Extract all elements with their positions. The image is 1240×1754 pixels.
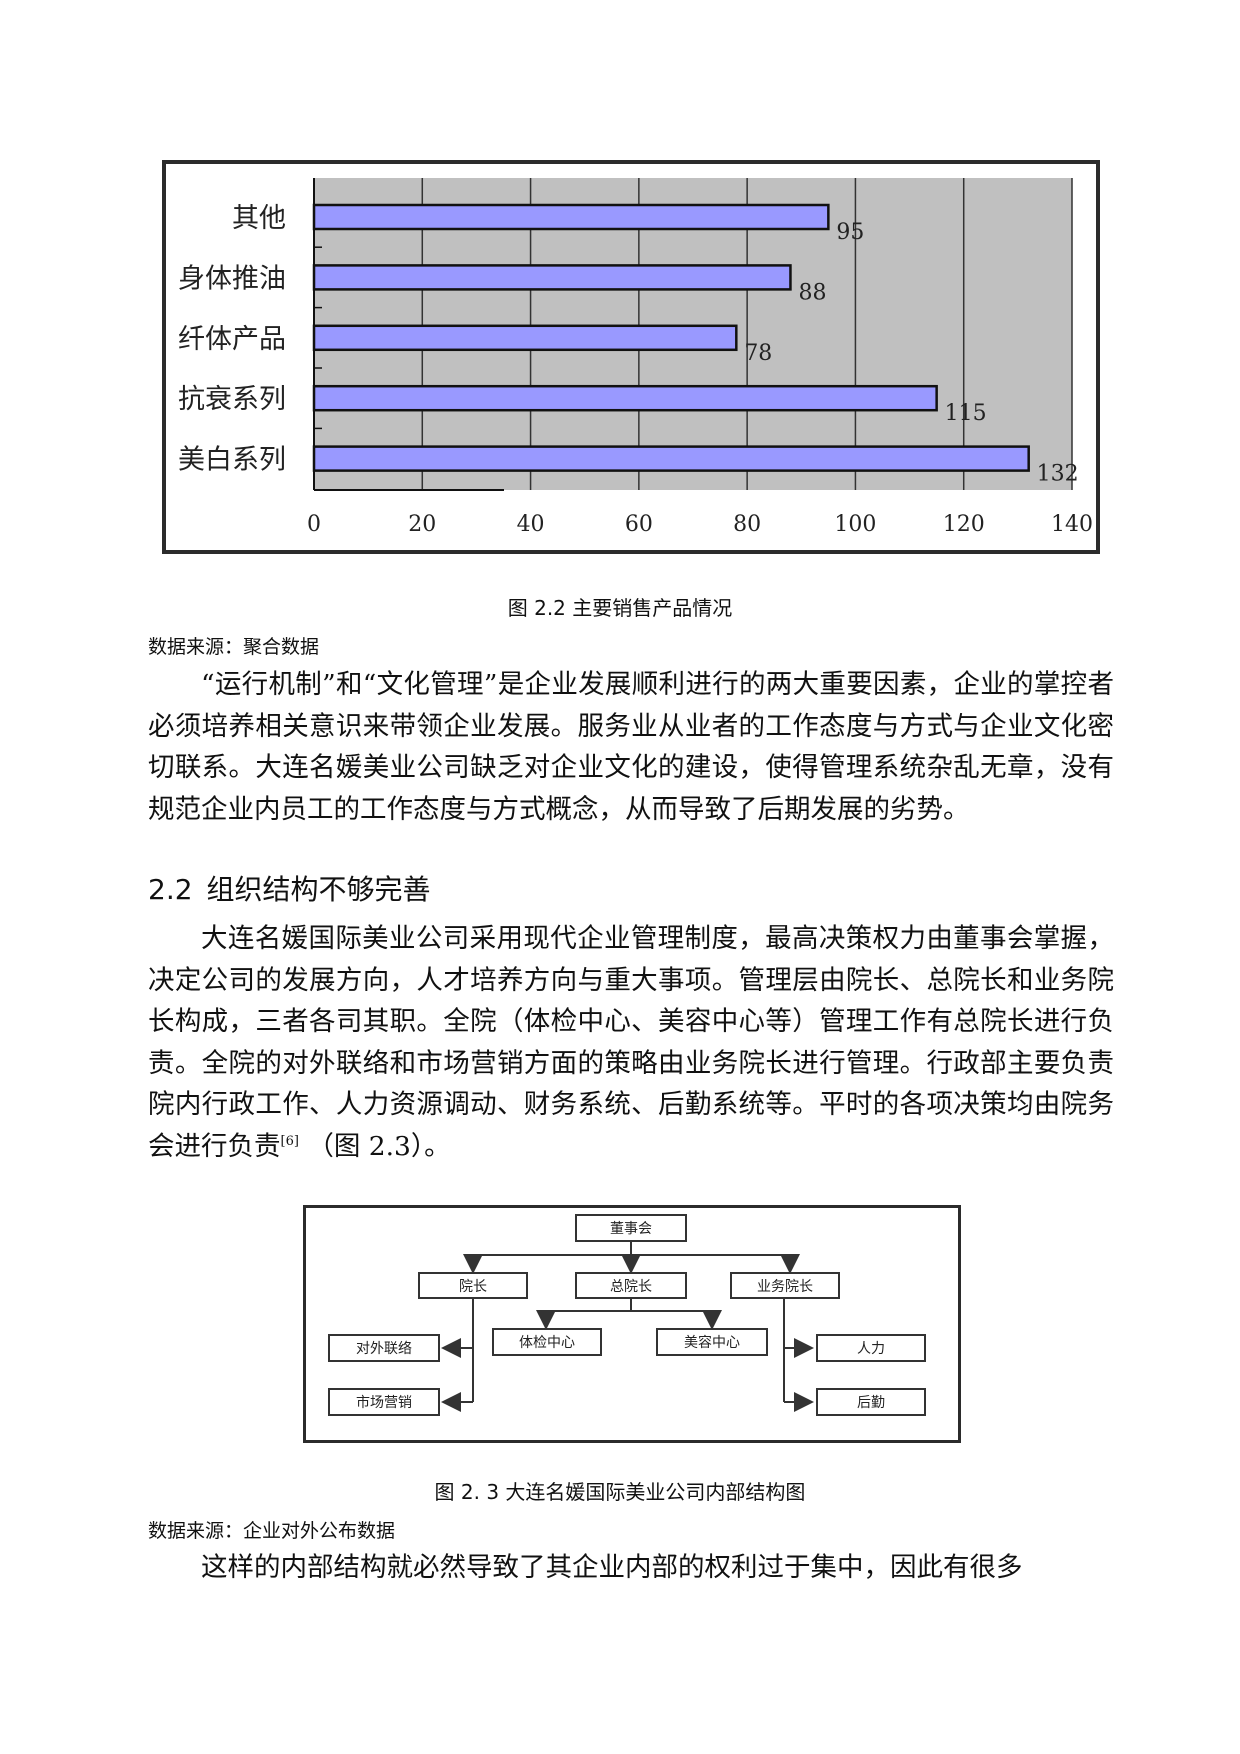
org-node-beauty-center: 美容中心 [656, 1328, 768, 1356]
category-label: 美白系列 [178, 445, 286, 476]
org-chart: 董事会 院长 总院长 业务院长 对外联络 市场营销 体检中心 美容中心 人力 后… [303, 1205, 961, 1443]
org-node-general-president: 总院长 [575, 1272, 687, 1299]
section-title: 组织结构不够完善 [206, 873, 431, 906]
org-chart-connectors [441, 1242, 814, 1412]
org-node-business-president: 业务院长 [730, 1272, 840, 1299]
org-node-health-check-center: 体检中心 [492, 1328, 602, 1356]
bar [312, 324, 738, 352]
figure-2-3-caption: 图 2. 3 大连名媛国际美业公司内部结构图 [434, 1480, 806, 1504]
org-node-marketing: 市场营销 [328, 1388, 440, 1416]
paragraph-2: 大连名媛国际美业公司采用现代企业管理制度，最高决策权力由董事会掌握，决定公司的发… [148, 918, 1114, 1167]
paragraph-3: 这样的内部结构就必然导致了其企业内部的权利过于集中，因此有很多 [201, 1552, 1023, 1583]
value-label: 95 [836, 220, 864, 245]
x-tick-label: 60 [625, 512, 653, 537]
figure-2-2-caption: 图 2.2 主要销售产品情况 [507, 596, 733, 620]
org-node-human-resources: 人力 [816, 1334, 926, 1362]
x-tick-label: 40 [517, 512, 545, 537]
x-tick-label: 140 [1051, 512, 1093, 537]
paragraph-2-text: 大连名媛国际美业公司采用现代企业管理制度，最高决策权力由董事会掌握，决定公司的发… [148, 923, 1114, 1162]
figure-2-2-source: 数据来源：聚合数据 [148, 636, 320, 658]
x-tick-label: 80 [733, 512, 761, 537]
org-node-external-relations: 对外联络 [328, 1334, 440, 1362]
x-tick-label: 120 [943, 512, 985, 537]
category-label: 纤体产品 [178, 324, 286, 355]
x-tick-label: 100 [834, 512, 876, 537]
citation: [6] [280, 1133, 299, 1149]
figure-2-3-source: 数据来源：企业对外公布数据 [148, 1520, 396, 1542]
org-node-board: 董事会 [575, 1214, 687, 1242]
value-label: 132 [1037, 462, 1079, 487]
value-label: 88 [798, 280, 826, 305]
org-node-president: 院长 [418, 1272, 528, 1299]
bar [312, 203, 830, 231]
bar [312, 384, 938, 412]
category-label: 其他 [232, 203, 286, 234]
paragraph-2-tail: （图 2.3）。 [298, 1130, 451, 1162]
x-tick-label: 0 [307, 512, 321, 537]
bar-chart-svg: 0 20 40 60 80 100 120 140 其他 95 身体推油 88 纤体产品 78 抗衰系列 11… [178, 178, 1093, 537]
bar [312, 264, 792, 291]
value-label: 78 [744, 341, 772, 366]
category-label: 抗衰系列 [178, 384, 286, 415]
section-number: 2.2 [148, 873, 193, 906]
org-node-logistics: 后勤 [816, 1388, 926, 1416]
x-tick-label: 20 [408, 512, 436, 537]
bar-chart: 0 20 40 60 80 100 120 140 其他 95 身体推油 88 纤体产品 78 抗衰系列 11… [162, 160, 1100, 554]
category-label: 身体推油 [178, 263, 286, 294]
value-label: 115 [945, 401, 987, 426]
section-heading: 2.2 组织结构不够完善 [148, 868, 431, 908]
bar [312, 445, 1030, 472]
paragraph-1: “运行机制”和“文化管理”是企业发展顺利进行的两大重要因素，企业的掌控者必须培养… [148, 669, 1114, 825]
